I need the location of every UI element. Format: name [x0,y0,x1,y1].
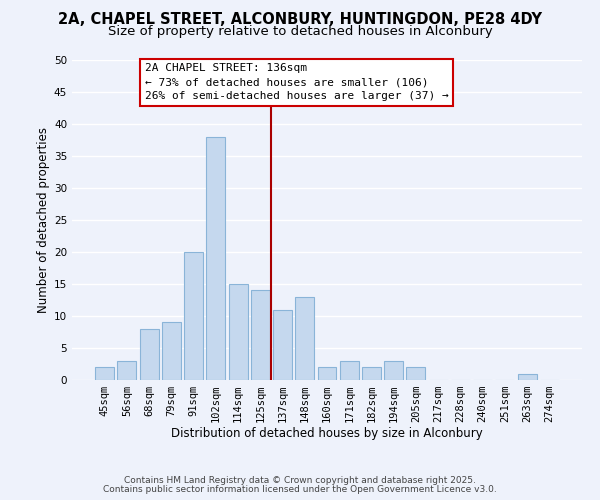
Bar [273,310,292,380]
Bar [206,137,225,380]
Bar [406,367,425,380]
Bar [295,297,314,380]
Bar [384,361,403,380]
Bar [362,367,381,380]
Bar [118,361,136,380]
Text: 2A CHAPEL STREET: 136sqm
← 73% of detached houses are smaller (106)
26% of semi-: 2A CHAPEL STREET: 136sqm ← 73% of detach… [145,63,448,101]
Bar [184,252,203,380]
Bar [251,290,270,380]
Bar [518,374,536,380]
X-axis label: Distribution of detached houses by size in Alconbury: Distribution of detached houses by size … [171,426,483,440]
Text: Contains HM Land Registry data © Crown copyright and database right 2025.: Contains HM Land Registry data © Crown c… [124,476,476,485]
Bar [140,329,158,380]
Bar [340,361,359,380]
Text: Contains public sector information licensed under the Open Government Licence v3: Contains public sector information licen… [103,485,497,494]
Bar [229,284,248,380]
Y-axis label: Number of detached properties: Number of detached properties [37,127,50,313]
Text: Size of property relative to detached houses in Alconbury: Size of property relative to detached ho… [107,25,493,38]
Text: 2A, CHAPEL STREET, ALCONBURY, HUNTINGDON, PE28 4DY: 2A, CHAPEL STREET, ALCONBURY, HUNTINGDON… [58,12,542,28]
Bar [162,322,181,380]
Bar [95,367,114,380]
Bar [317,367,337,380]
